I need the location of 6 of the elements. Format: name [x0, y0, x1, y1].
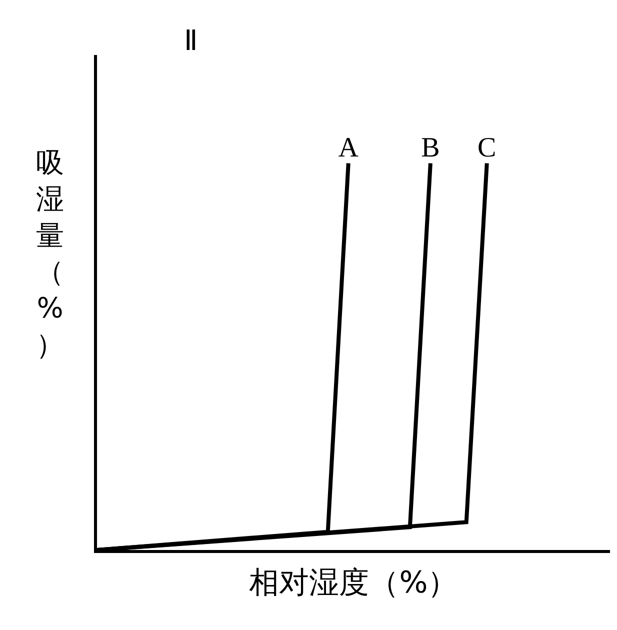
y-axis-title: 吸湿量（%）: [36, 146, 64, 361]
series-label: B: [421, 132, 440, 164]
series-label: C: [478, 132, 496, 164]
series-label: A: [338, 132, 360, 164]
chart-title: Ⅱ: [184, 26, 198, 57]
x-axis-title: 相对湿度（%）: [249, 566, 458, 600]
